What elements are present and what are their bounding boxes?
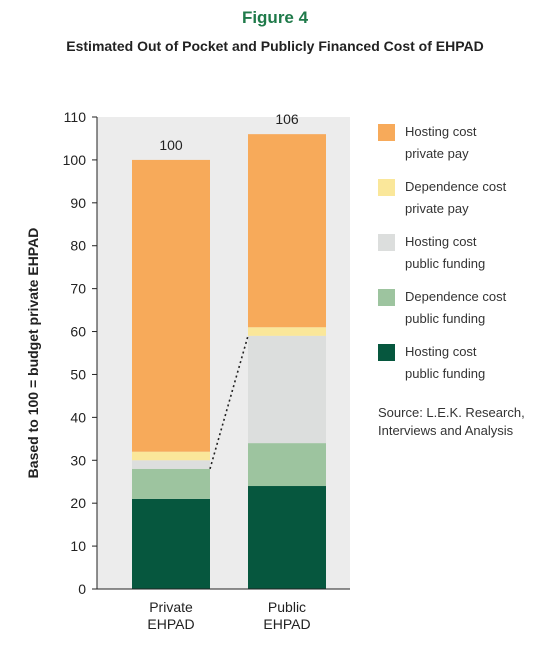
source-line: Source: L.E.K. Research, xyxy=(378,405,525,420)
legend-swatch xyxy=(378,289,395,306)
bar-segment xyxy=(132,451,210,461)
bar-segment xyxy=(248,486,326,589)
y-tick-label: 90 xyxy=(70,195,86,211)
y-axis-title: Based to 100 = budget private EHPAD xyxy=(25,228,41,479)
total-label: 100 xyxy=(159,137,183,153)
bar-segment xyxy=(248,443,326,487)
y-tick-label: 10 xyxy=(70,538,86,554)
y-tick-label: 30 xyxy=(70,452,86,468)
y-tick-label: 70 xyxy=(70,281,86,297)
category-label: EHPAD xyxy=(263,616,310,632)
bar-segment xyxy=(132,468,210,499)
legend-label: public funding xyxy=(405,366,485,381)
legend-label: Dependence cost xyxy=(405,179,507,194)
y-tick-label: 20 xyxy=(70,495,86,511)
bar-segment xyxy=(248,327,326,336)
legend-swatch xyxy=(378,234,395,251)
legend-swatch xyxy=(378,344,395,361)
bar-segment xyxy=(248,335,326,444)
legend-label: Hosting cost xyxy=(405,234,477,249)
bar-segment xyxy=(132,159,210,452)
total-label: 106 xyxy=(275,111,299,127)
figure-label: Figure 4 xyxy=(241,8,309,27)
y-tick-label: 110 xyxy=(64,109,87,125)
legend-label: Hosting cost xyxy=(405,344,477,359)
y-tick-label: 100 xyxy=(63,152,87,168)
legend-swatch xyxy=(378,124,395,141)
y-tick-label: 0 xyxy=(78,581,86,597)
y-tick-label: 80 xyxy=(70,238,86,254)
connector-line xyxy=(209,335,249,470)
chart-title: Estimated Out of Pocket and Publicly Fin… xyxy=(66,38,484,54)
category-label: Public xyxy=(268,599,306,615)
legend-label: Dependence cost xyxy=(405,289,507,304)
bar-segment xyxy=(132,498,210,589)
y-tick-label: 50 xyxy=(70,366,86,382)
bar-segment xyxy=(132,460,210,469)
source-note: Source: L.E.K. Research, Interviews and … xyxy=(378,404,525,440)
legend-label: private pay xyxy=(405,146,469,161)
bar-segment xyxy=(248,134,326,328)
legend-label: private pay xyxy=(405,201,469,216)
legend-label: Hosting cost xyxy=(405,124,477,139)
category-label: Private xyxy=(149,599,193,615)
legend-swatch xyxy=(378,179,395,196)
y-tick-label: 40 xyxy=(70,409,86,425)
y-tick-label: 60 xyxy=(70,324,86,340)
source-line: Interviews and Analysis xyxy=(378,423,514,438)
category-label: EHPAD xyxy=(147,616,194,632)
legend-label: public funding xyxy=(405,256,485,271)
legend-label: public funding xyxy=(405,311,485,326)
